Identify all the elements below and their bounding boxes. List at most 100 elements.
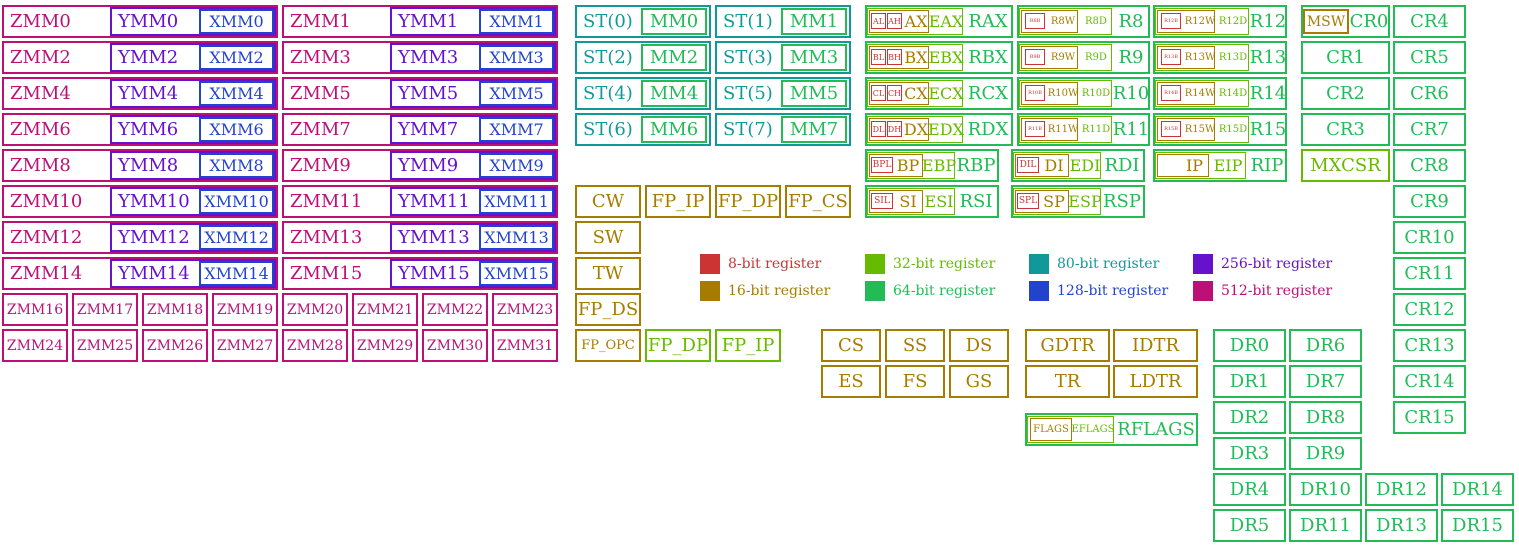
- gpr16-register: [869, 10, 929, 33]
- xmm-label: XMM11: [484, 192, 549, 211]
- ymm-register: [390, 43, 556, 72]
- ymm-label: YMM10: [118, 191, 190, 212]
- gpr16-register: [1021, 118, 1078, 141]
- legend-swatch-icon: [1193, 281, 1213, 301]
- legend-label: 32-bit register: [893, 256, 996, 272]
- gpr32-register: [867, 8, 963, 35]
- debug-register: DR4: [1229, 479, 1270, 500]
- xmm-label: XMM1: [489, 12, 544, 31]
- ymm-register: [110, 115, 276, 144]
- gpr8-label: R14B: [1164, 90, 1178, 96]
- ymm-label: YMM2: [118, 47, 179, 68]
- st-register: [575, 41, 711, 74]
- xmm-register: [479, 9, 554, 34]
- gpr32-label: EDI: [1069, 156, 1101, 175]
- gpr8-register: [1017, 193, 1039, 209]
- gpr16-register: [1157, 118, 1215, 141]
- gpr16-label: R11W: [1047, 124, 1079, 135]
- gpr8-label: SPL: [1018, 196, 1038, 206]
- ymm-register: [110, 151, 276, 180]
- control-register-box: [1393, 257, 1466, 290]
- control-register: CR1: [1326, 47, 1365, 68]
- xmm-label: XMM8: [209, 156, 264, 175]
- xmm-label: XMM0: [209, 12, 264, 31]
- zmm-register: [2, 185, 278, 218]
- st-register: [575, 77, 711, 110]
- xmm-register: [479, 45, 554, 70]
- segment-register-box: [949, 365, 1009, 398]
- control-register: CR7: [1410, 119, 1449, 140]
- debug-register-box: [1289, 509, 1362, 542]
- segment-register-box: [885, 365, 945, 398]
- gpr8-register: [1161, 13, 1181, 29]
- segment-register: CS: [837, 335, 865, 356]
- ymm-label: YMM12: [118, 227, 190, 248]
- eflags-label: EFLAGS: [1071, 424, 1115, 435]
- debug-register: DR5: [1229, 515, 1270, 536]
- gpr16-register: [869, 82, 929, 105]
- st-register: [715, 5, 851, 38]
- control-register-box: [1393, 401, 1466, 434]
- segment-register-box: [885, 329, 945, 362]
- ymm-label: YMM5: [398, 83, 459, 104]
- gpr32-label: R12D: [1218, 16, 1248, 27]
- debug-register-box: [1289, 473, 1362, 506]
- gpr32-register: [867, 80, 963, 107]
- mm-register: [641, 44, 707, 71]
- zmm-extra-box: [282, 293, 348, 326]
- st-label: ST(0): [583, 11, 633, 32]
- fpu-reg: FP_DP: [647, 335, 709, 356]
- gpr32-register: [1019, 80, 1112, 107]
- zmm-extra: ZMM29: [356, 337, 414, 354]
- st-label: ST(6): [583, 119, 633, 140]
- gpr16-label: DI: [1044, 156, 1064, 175]
- zmm-register: [2, 41, 278, 74]
- gpr8-label: R8B: [1029, 18, 1041, 24]
- xmm-register: [199, 189, 274, 214]
- gpr64-register: [865, 5, 1013, 38]
- fpu-reg: FP_DP: [717, 191, 779, 212]
- gpr32-register: [1155, 8, 1249, 35]
- xmm-label: XMM14: [204, 264, 269, 283]
- debug-register: DR7: [1305, 371, 1346, 392]
- gpr16-register: [1021, 46, 1078, 69]
- mm-label: MM3: [789, 47, 839, 68]
- zmm-label: ZMM8: [10, 155, 71, 176]
- msw-label: MSW: [1306, 13, 1346, 30]
- zmm-label: ZMM7: [290, 119, 351, 140]
- control-register: CR6: [1410, 83, 1449, 104]
- debug-register-box: [1289, 329, 1362, 362]
- fpu-reg-box: [645, 329, 711, 362]
- ip-register: [1157, 154, 1209, 177]
- gpr8-label: SIL: [874, 196, 890, 206]
- mm-register: [641, 80, 707, 107]
- mm-label: MM4: [649, 83, 699, 104]
- gpr32-label: R11D: [1081, 124, 1111, 135]
- debug-register: DR3: [1229, 443, 1270, 464]
- gpr16-register: [1021, 10, 1078, 33]
- zmm-register: [282, 149, 558, 182]
- legend-item: 8-bit register: [700, 254, 821, 274]
- zmm-label: ZMM2: [10, 47, 71, 68]
- debug-register-box: [1289, 365, 1362, 398]
- gpr64-register: [1017, 77, 1150, 110]
- gpr64-label: R11: [1112, 119, 1150, 140]
- gpr32-register: [1013, 152, 1101, 179]
- ymm-register: [110, 259, 276, 288]
- gpr8-low: [871, 49, 886, 65]
- gpr64-register: [1153, 77, 1287, 110]
- gpr8-label: DIL: [1019, 160, 1037, 170]
- mm-label: MM0: [649, 11, 699, 32]
- debug-register-box: [1365, 509, 1438, 542]
- zmm-label: ZMM5: [290, 83, 351, 104]
- gpr64-label: R9: [1118, 47, 1144, 68]
- legend-swatch-icon: [700, 254, 720, 274]
- st-register: [575, 113, 711, 146]
- debug-register-box: [1441, 509, 1514, 542]
- xmm-register: [199, 261, 274, 286]
- control-register: CR3: [1326, 119, 1365, 140]
- gpr64-label: RDX: [967, 119, 1009, 140]
- gpr32-label: R14D: [1218, 88, 1248, 99]
- gpr8-label: DH: [887, 124, 902, 134]
- control-register-box: [1393, 149, 1466, 182]
